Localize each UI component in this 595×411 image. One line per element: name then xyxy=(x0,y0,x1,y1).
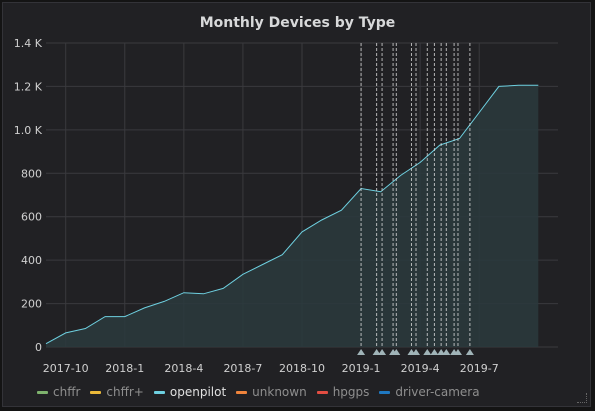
annotation-marker[interactable] xyxy=(453,349,462,355)
series-fill-openpilot xyxy=(46,85,539,348)
data-point[interactable] xyxy=(320,219,322,221)
x-tick-label: 2019-7 xyxy=(460,362,499,375)
series-line-openpilot[interactable] xyxy=(45,84,539,345)
x-tick-label: 2017-10 xyxy=(43,362,89,375)
x-tick-label: 2018-7 xyxy=(223,362,262,375)
legend-label: chffr+ xyxy=(106,385,144,399)
data-point[interactable] xyxy=(45,343,47,345)
data-point[interactable] xyxy=(340,209,342,211)
data-point[interactable] xyxy=(222,287,224,289)
annotations xyxy=(357,43,474,355)
legend-item-chffr+[interactable]: chffr+ xyxy=(90,385,144,399)
data-point[interactable] xyxy=(399,174,401,176)
y-tick-label: 1.2 K xyxy=(14,80,43,93)
x-axis: 2017-10 2018-1 2018-4 2018-7 2018-10 2019-1 20… xyxy=(43,362,499,375)
legend-item-hpgps[interactable]: hpgps xyxy=(316,385,370,399)
x-tick-label: 2018-1 xyxy=(105,362,144,375)
annotation-marker[interactable] xyxy=(442,349,451,355)
series-area xyxy=(45,84,539,348)
legend-item-chffr[interactable]: chffr xyxy=(37,385,80,399)
legend-item-openpilot[interactable]: openpilot xyxy=(153,385,227,399)
legend-label: openpilot xyxy=(169,385,227,399)
panel-title[interactable]: Monthly Devices by Type xyxy=(199,15,396,31)
annotation-marker[interactable] xyxy=(423,349,432,355)
data-point[interactable] xyxy=(281,254,283,256)
data-point[interactable] xyxy=(419,161,421,163)
x-tick-label: 2019-1 xyxy=(342,362,381,375)
x-tick-label: 2018-10 xyxy=(279,362,325,375)
legend-label: hpgps xyxy=(332,385,370,399)
data-point[interactable] xyxy=(537,84,539,86)
data-point[interactable] xyxy=(163,300,165,302)
chart-svg: 0 200 400 600 800 1.0 K 1.2 K 1.4 K 2017-10 2018… xyxy=(14,37,558,375)
legend-swatch xyxy=(37,390,48,394)
data-point[interactable] xyxy=(124,315,126,317)
annotation-marker[interactable] xyxy=(465,349,474,355)
annotation-marker[interactable] xyxy=(392,349,401,355)
data-point[interactable] xyxy=(202,293,204,295)
y-tick-label: 800 xyxy=(21,167,42,180)
legend-label: unknown xyxy=(252,385,307,399)
legend-item-driver-camera[interactable]: driver-camera xyxy=(379,385,480,399)
y-tick-label: 400 xyxy=(21,254,42,267)
data-point[interactable] xyxy=(458,137,460,139)
y-tick-label: 1.0 K xyxy=(14,124,43,137)
annotation-marker[interactable] xyxy=(357,349,366,355)
y-tick-label: 600 xyxy=(21,211,42,224)
resize-handle[interactable] xyxy=(577,393,587,403)
y-tick-label: 1.4 K xyxy=(14,37,43,50)
x-tick-label: 2018-4 xyxy=(164,362,203,375)
legend-swatch xyxy=(236,390,248,394)
data-point[interactable] xyxy=(498,85,500,87)
y-axis: 0 200 400 600 800 1.0 K 1.2 K 1.4 K xyxy=(14,37,43,354)
x-tick-label: 2019-4 xyxy=(401,362,440,375)
annotation-marker[interactable] xyxy=(378,349,387,355)
annotation-marker[interactable] xyxy=(430,349,439,355)
y-tick-label: 200 xyxy=(21,298,42,311)
legend: chffr chffr+ openpilot unknown hpgps driver-c… xyxy=(37,383,480,401)
legend-swatch xyxy=(316,390,328,394)
legend-label: driver-camera xyxy=(395,385,480,399)
legend-swatch xyxy=(153,390,165,394)
data-point[interactable] xyxy=(242,273,244,275)
annotation-marker[interactable] xyxy=(437,349,446,355)
data-point[interactable] xyxy=(64,332,66,334)
annotation-marker[interactable] xyxy=(412,349,421,355)
data-point[interactable] xyxy=(261,263,263,265)
annotation-marker[interactable] xyxy=(372,349,381,355)
data-point[interactable] xyxy=(104,315,106,317)
data-point[interactable] xyxy=(517,84,519,86)
data-point[interactable] xyxy=(301,231,303,233)
data-point[interactable] xyxy=(84,327,86,329)
graph-panel: Monthly Devices by Type 0 200 400 600 800 1.0… xyxy=(2,2,591,407)
legend-label: chffr xyxy=(53,385,81,399)
data-point[interactable] xyxy=(478,111,480,113)
data-point[interactable] xyxy=(183,292,185,294)
y-tick-label: 0 xyxy=(35,341,42,354)
legend-swatch xyxy=(90,390,102,394)
data-point[interactable] xyxy=(143,307,145,309)
legend-swatch xyxy=(379,390,391,394)
legend-item-unknown[interactable]: unknown xyxy=(236,385,307,399)
